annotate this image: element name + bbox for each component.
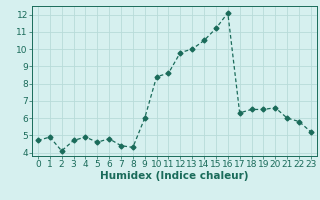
X-axis label: Humidex (Indice chaleur): Humidex (Indice chaleur) xyxy=(100,171,249,181)
